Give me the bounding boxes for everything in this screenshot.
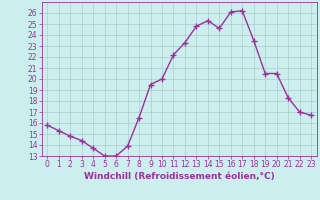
X-axis label: Windchill (Refroidissement éolien,°C): Windchill (Refroidissement éolien,°C) xyxy=(84,172,275,181)
